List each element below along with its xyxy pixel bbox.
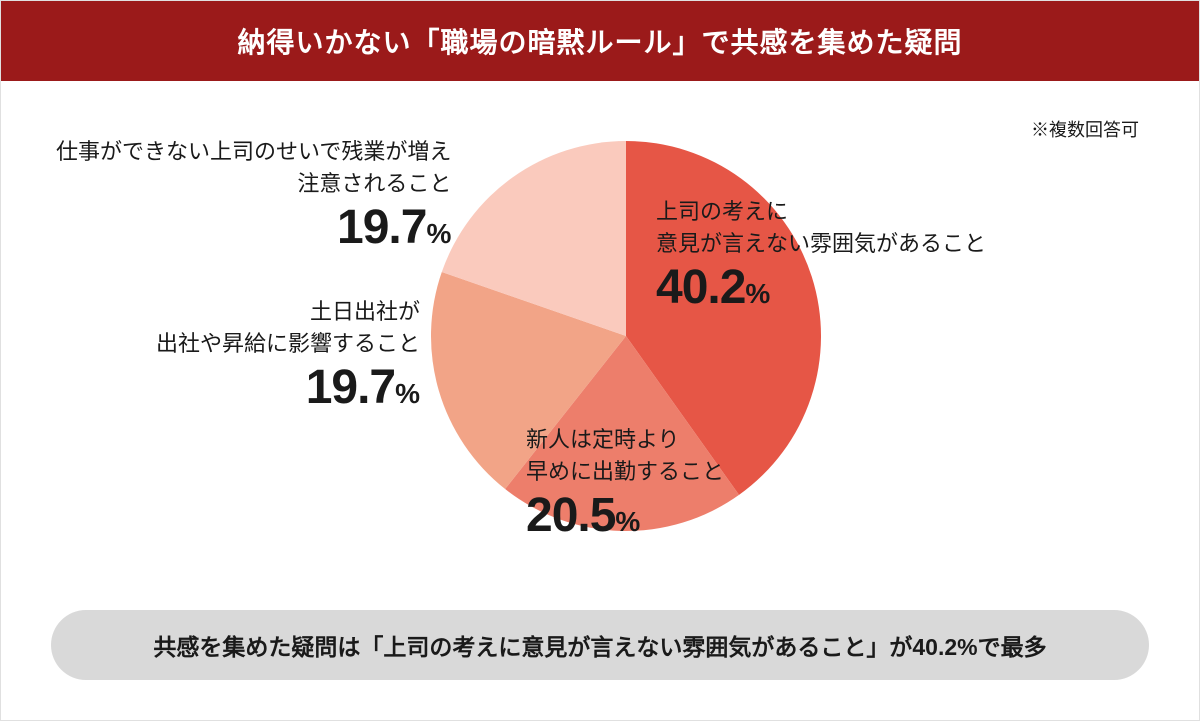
slice-value-pct: % [615, 506, 640, 537]
slice-label-2: 土日出社が出社や昇給に影響すること19.7% [156, 296, 420, 415]
slice-value-pct: % [426, 218, 451, 249]
chart-area: 上司の考えに意見が言えない雰囲気があること40.2%新人は定時より早めに出勤する… [1, 111, 1200, 581]
slice-label-lines: 仕事ができない上司のせいで残業が増え注意されること [56, 136, 451, 200]
slice-label-line: 出社や昇給に影響すること [156, 328, 420, 360]
slice-label-3: 仕事ができない上司のせいで残業が増え注意されること19.7% [56, 136, 451, 255]
header-title: 納得いかない「職場の暗黙ルール」で共感を集めた疑問 [237, 27, 962, 58]
slice-value: 19.7% [156, 360, 420, 415]
slice-value-pct: % [395, 378, 420, 409]
slice-value: 19.7% [56, 200, 451, 255]
slice-label-line: 仕事ができない上司のせいで残業が増え [56, 136, 451, 168]
slice-label-line: 新人は定時より [526, 424, 724, 456]
slice-value-number: 19.7 [337, 201, 426, 254]
caption-pill: 共感を集めた疑問は「上司の考えに意見が言えない雰囲気があること」が40.2%で最… [51, 610, 1149, 680]
slice-value-number: 40.2 [656, 261, 745, 314]
slice-value: 40.2% [656, 260, 986, 315]
slice-value-number: 20.5 [526, 489, 615, 542]
slice-value-number: 19.7 [306, 361, 395, 414]
slice-label-line: 意見が言えない雰囲気があること [656, 228, 986, 260]
slice-label-1: 新人は定時より早めに出勤すること20.5% [526, 424, 724, 543]
slice-value-pct: % [745, 278, 770, 309]
header-bar: 納得いかない「職場の暗黙ルール」で共感を集めた疑問 [1, 1, 1199, 81]
slice-label-line: 上司の考えに [656, 196, 986, 228]
slice-label-lines: 新人は定時より早めに出勤すること [526, 424, 724, 488]
caption-text: 共感を集めた疑問は「上司の考えに意見が言えない雰囲気があること」が40.2%で最… [153, 634, 1046, 660]
slice-label-lines: 土日出社が出社や昇給に影響すること [156, 296, 420, 360]
slice-label-0: 上司の考えに意見が言えない雰囲気があること40.2% [656, 196, 986, 315]
slice-label-lines: 上司の考えに意見が言えない雰囲気があること [656, 196, 986, 260]
slice-label-line: 土日出社が [156, 296, 420, 328]
slice-label-line: 注意されること [56, 168, 451, 200]
slice-value: 20.5% [526, 488, 724, 543]
slice-label-line: 早めに出勤すること [526, 456, 724, 488]
